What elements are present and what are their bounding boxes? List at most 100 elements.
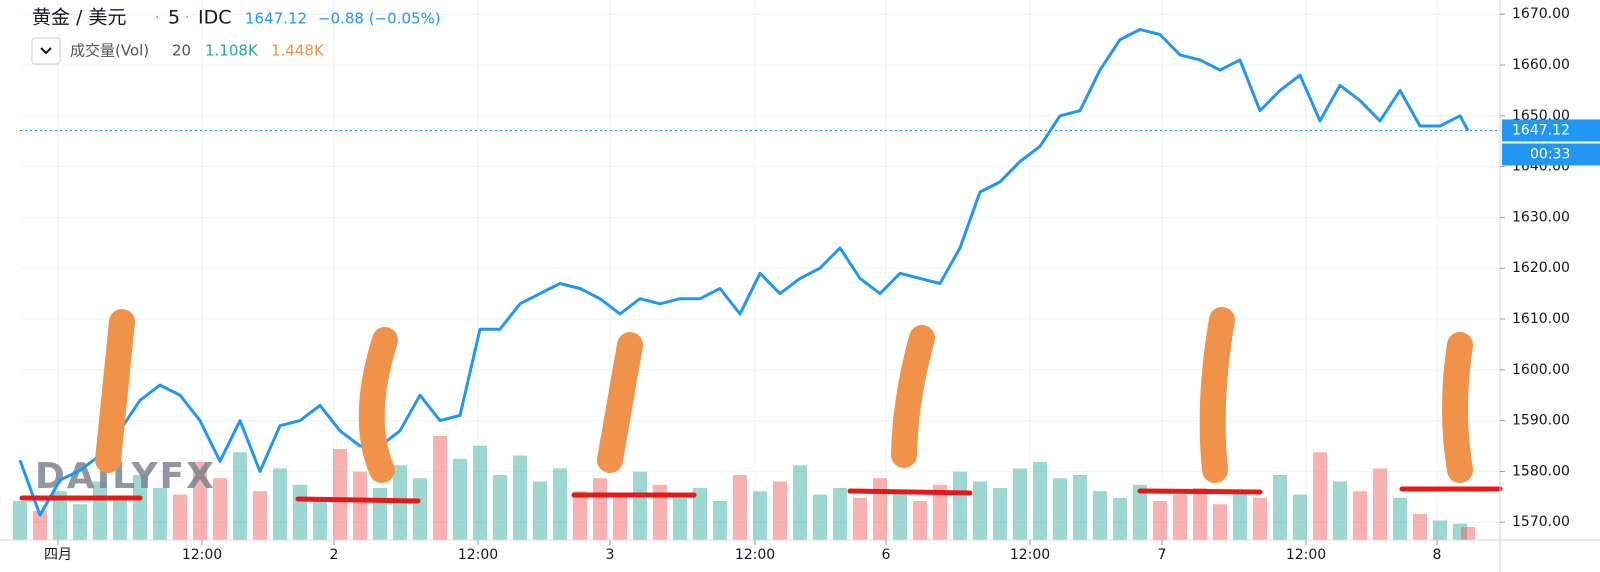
- volume-bar: [433, 436, 447, 540]
- x-tick-label: 12:00: [458, 547, 498, 563]
- volume-bar: [453, 458, 467, 540]
- volume-bar: [893, 491, 907, 540]
- volume-bar: [613, 494, 627, 540]
- volume-bar: [713, 501, 727, 540]
- volume-bar: [973, 481, 987, 540]
- volume-bar: [233, 452, 247, 540]
- x-tick-label: 2: [330, 547, 339, 563]
- volume-ma: 1.448K: [271, 42, 325, 60]
- volume-bar: [1173, 494, 1187, 540]
- y-tick-label: 1630.00: [1512, 209, 1570, 225]
- annotation-line: [1137, 488, 1263, 495]
- annotation-stroke: [95, 309, 135, 473]
- volume-bar: [213, 478, 227, 540]
- volume-bar: [333, 449, 347, 540]
- volume-bar: [293, 484, 307, 540]
- volume-bar: [413, 478, 427, 540]
- volume-bar: [313, 497, 327, 540]
- volume-bar: [1313, 452, 1327, 540]
- volume-bar: [113, 497, 127, 540]
- volume-bar: [953, 471, 967, 540]
- interval: 5: [168, 7, 180, 29]
- volume-bar: [633, 471, 647, 540]
- volume-bar: [513, 455, 527, 540]
- volume-bar: [1133, 484, 1147, 540]
- volume-bar: [993, 488, 1007, 540]
- volume-bar: [813, 494, 827, 540]
- volume-bar: [673, 497, 687, 540]
- volume-bar: [873, 478, 887, 540]
- volume-bar: [1373, 468, 1387, 540]
- annotation-stroke: [1442, 332, 1473, 483]
- volume-bar: [1053, 478, 1067, 540]
- countdown-tag: [1502, 143, 1600, 166]
- volume-bar: [1153, 501, 1167, 540]
- volume-bars: [13, 436, 1475, 540]
- volume-bar: [1273, 475, 1287, 540]
- volume-bar: [33, 510, 47, 540]
- y-tick-label: 1670.00: [1512, 6, 1570, 22]
- x-tick-label: 8: [1433, 547, 1442, 563]
- collapse-button[interactable]: [31, 37, 61, 65]
- x-tick-label: 3: [606, 547, 615, 563]
- volume-bar: [573, 491, 587, 540]
- volume-ma-length: 20: [172, 42, 191, 60]
- price-tag-label: 1647.12: [1512, 122, 1570, 138]
- volume-bar: [1093, 491, 1107, 540]
- volume-bar: [353, 471, 367, 540]
- source: IDC: [198, 7, 232, 29]
- volume-bar: [1453, 523, 1467, 540]
- x-tick-label: 6: [882, 547, 891, 563]
- volume-bar: [273, 468, 287, 540]
- price-tag: [1502, 119, 1600, 142]
- volume-bar: [593, 478, 607, 540]
- axes: 1570.00 1580.00 1590.00 1600.00 1610.00 1620.…: [44, 6, 1600, 563]
- volume-bar: [1253, 497, 1267, 540]
- separator: ·: [185, 10, 189, 26]
- volume-bar: [1333, 481, 1347, 540]
- volume-bar: [693, 488, 707, 540]
- volume-bar: [1393, 497, 1407, 540]
- volume-bar: [373, 488, 387, 540]
- x-tick-label: 12:00: [1010, 547, 1050, 563]
- volume-bar: [1193, 488, 1207, 540]
- volume-bar: [173, 494, 187, 540]
- y-tick-label: 1590.00: [1512, 413, 1570, 429]
- volume-bar: [73, 504, 87, 540]
- annotation-stroke: [358, 327, 398, 483]
- y-tick-label: 1570.00: [1512, 514, 1570, 530]
- symbol-title: 黄金 / 美元: [32, 7, 126, 29]
- volume-bar: [1013, 468, 1027, 540]
- watermark: DAILYFX: [35, 456, 216, 497]
- chevron-icon: [40, 47, 52, 55]
- annotations: [19, 307, 1503, 504]
- volume-bar: [1413, 514, 1427, 540]
- volume-bar: [933, 484, 947, 540]
- volume-bar: [193, 462, 207, 540]
- x-tick-label: 12:00: [182, 547, 222, 563]
- volume-bar: [773, 481, 787, 540]
- volume-bar: [733, 475, 747, 540]
- annotation-line: [295, 496, 421, 504]
- volume-bar: [1113, 497, 1127, 540]
- annotation-stroke: [891, 325, 935, 468]
- volume-bar: [53, 491, 67, 540]
- volume-bar: [1033, 462, 1047, 540]
- volume-bar: [473, 445, 487, 540]
- volume-bar: [1213, 504, 1227, 540]
- volume-bar: [753, 491, 767, 540]
- y-tick-label: 1660.00: [1512, 57, 1570, 73]
- x-tick-label: 7: [1158, 547, 1167, 563]
- volume-bar: [1353, 491, 1367, 540]
- volume-last: 1.108K: [205, 42, 259, 60]
- price-line: [18, 28, 1470, 517]
- x-tick-label: 12:00: [735, 547, 775, 563]
- annotation-stroke: [597, 332, 643, 473]
- volume-bar: [533, 481, 547, 540]
- volume-bar: [1233, 491, 1247, 540]
- volume-bar: [13, 501, 27, 540]
- volume-bar: [153, 488, 167, 540]
- separator: ·: [155, 10, 159, 26]
- volume-bar: [133, 475, 147, 540]
